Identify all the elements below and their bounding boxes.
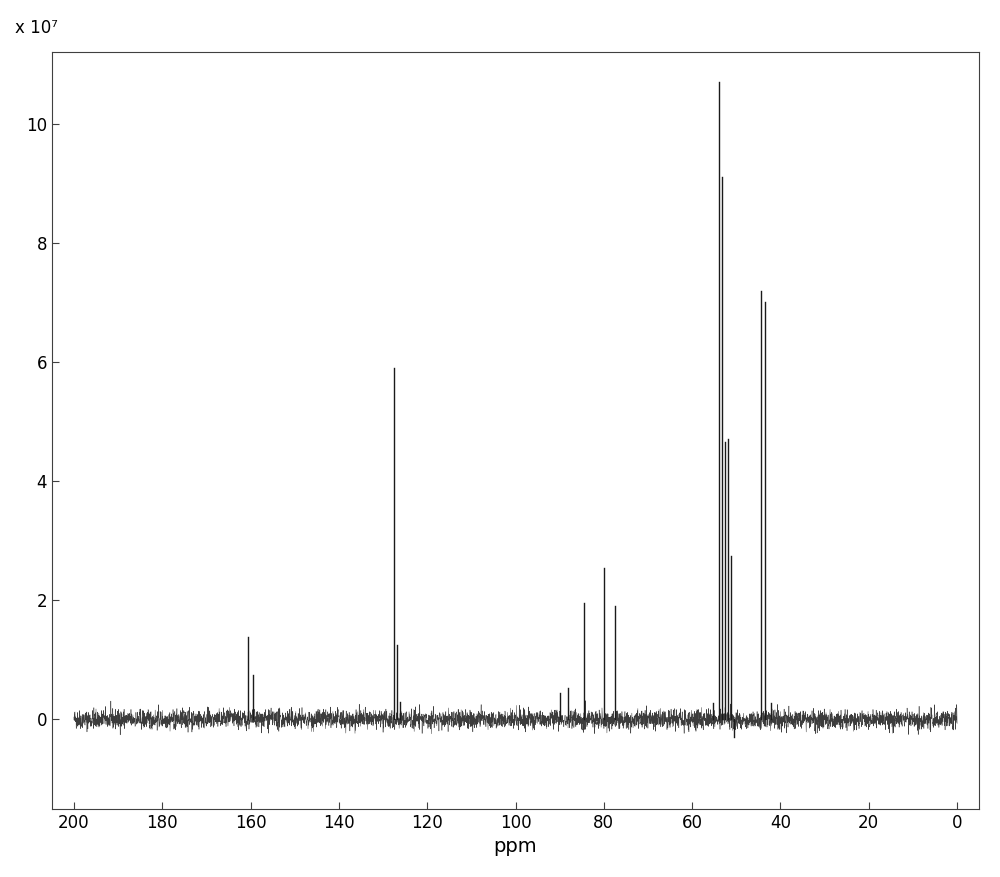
Text: x 10⁷: x 10⁷	[15, 19, 58, 37]
X-axis label: ppm: ppm	[494, 838, 537, 856]
